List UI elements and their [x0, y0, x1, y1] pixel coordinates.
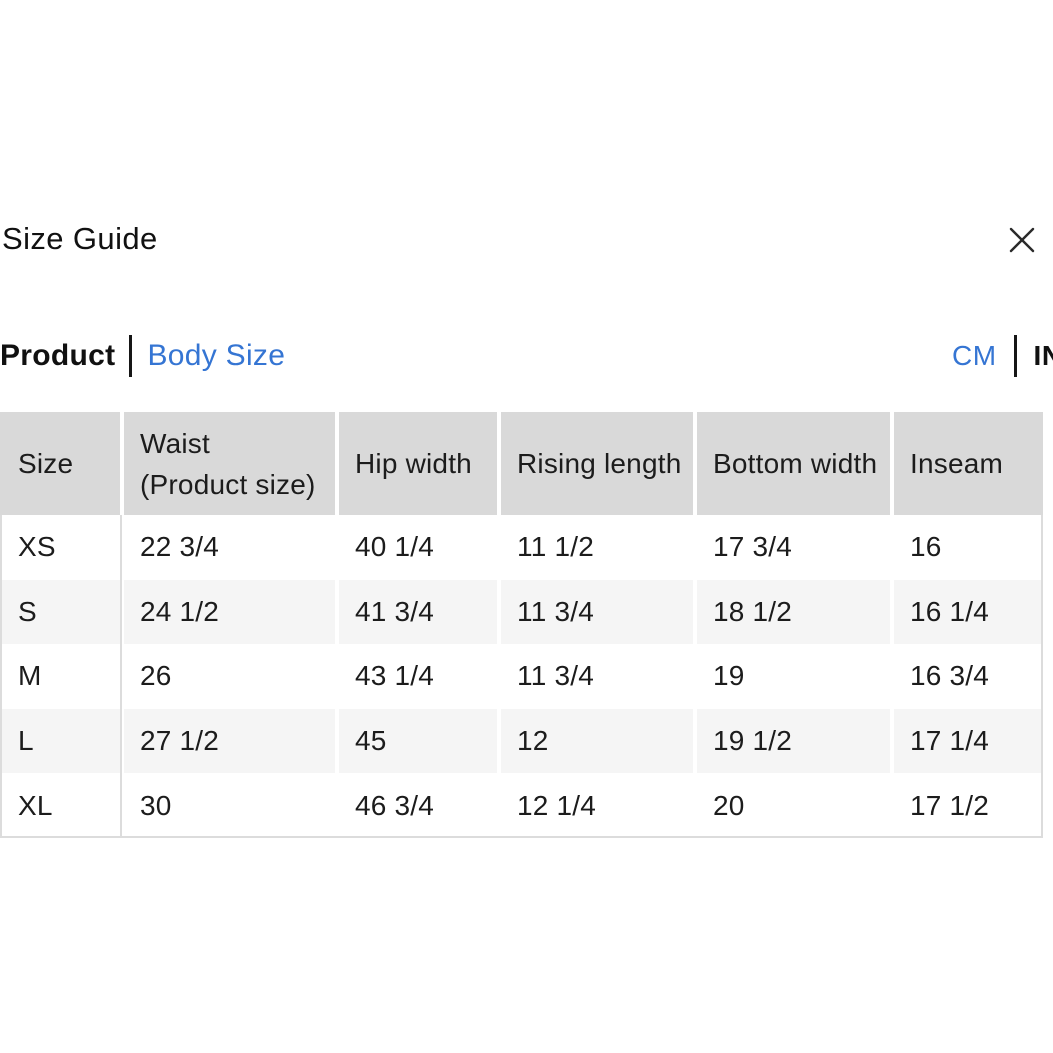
- cell-hip: 41 3/4: [339, 579, 497, 645]
- cell-waist: 26: [124, 644, 335, 709]
- cell-bottom: 19: [697, 644, 890, 709]
- table-bottom-border: [0, 836, 1043, 838]
- cell-size: XL: [0, 773, 120, 838]
- cell-inseam: 17 1/2: [894, 773, 1043, 838]
- column-header-size: Size: [0, 412, 120, 515]
- cell-bottom: 19 1/2: [697, 708, 890, 774]
- table-row-m: M 26 43 1/4 11 3/4 19 16 3/4: [0, 644, 1043, 709]
- cell-size: S: [0, 579, 120, 645]
- table-row-s: S 24 1/2 41 3/4 11 3/4 18 1/2 16 1/4: [0, 579, 1043, 645]
- close-button[interactable]: [1004, 222, 1040, 258]
- close-icon: [1009, 227, 1035, 253]
- cell-rising: 12: [501, 708, 693, 774]
- cell-bottom: 18 1/2: [697, 579, 890, 645]
- cell-inseam: 16 3/4: [894, 644, 1043, 709]
- cell-bottom: 20: [697, 773, 890, 838]
- unit-cm[interactable]: CM: [952, 340, 997, 371]
- table-row-xl: XL 30 46 3/4 12 1/4 20 17 1/2: [0, 773, 1043, 838]
- cell-hip: 45: [339, 708, 497, 774]
- cell-hip: 43 1/4: [339, 644, 497, 709]
- page-title: Size Guide: [2, 221, 158, 256]
- column-header-waist: Waist (Product size): [124, 412, 335, 515]
- size-table: Size Waist (Product size) Hip width Risi…: [0, 412, 1043, 838]
- unit-in[interactable]: IN: [1033, 340, 1053, 371]
- tab-divider: [129, 335, 133, 377]
- tab-product[interactable]: Product: [0, 339, 116, 372]
- table-header-row: Size Waist (Product size) Hip width Risi…: [0, 412, 1043, 515]
- table-right-border: [1041, 515, 1043, 838]
- tab-body-size[interactable]: Body Size: [147, 339, 286, 372]
- cell-bottom: 17 3/4: [697, 515, 890, 580]
- table-row-l: L 27 1/2 45 12 19 1/2 17 1/4: [0, 708, 1043, 774]
- cell-size: XS: [0, 515, 120, 580]
- column-header-inseam: Inseam: [894, 412, 1043, 515]
- cell-hip: 40 1/4: [339, 515, 497, 580]
- table-left-border: [0, 515, 2, 838]
- cell-hip: 46 3/4: [339, 773, 497, 838]
- unit-switcher: CM IN: [952, 334, 1053, 378]
- cell-waist: 27 1/2: [124, 708, 335, 774]
- table-row-xs: XS 22 3/4 40 1/4 11 1/2 17 3/4 16: [0, 515, 1043, 580]
- cell-waist: 22 3/4: [124, 515, 335, 580]
- tab-bar: Product Body Size: [0, 334, 285, 378]
- unit-divider: [1013, 335, 1017, 377]
- cell-waist: 24 1/2: [124, 579, 335, 645]
- cell-inseam: 17 1/4: [894, 708, 1043, 774]
- cell-rising: 12 1/4: [501, 773, 693, 838]
- column-header-hip-width: Hip width: [339, 412, 497, 515]
- cell-rising: 11 1/2: [501, 515, 693, 580]
- cell-size: M: [0, 644, 120, 709]
- cell-inseam: 16: [894, 515, 1043, 580]
- size-column-divider: [120, 515, 122, 838]
- column-header-rising-length: Rising length: [501, 412, 693, 515]
- cell-size: L: [0, 708, 120, 774]
- cell-rising: 11 3/4: [501, 579, 693, 645]
- cell-rising: 11 3/4: [501, 644, 693, 709]
- cell-waist: 30: [124, 773, 335, 838]
- column-header-bottom-width: Bottom width: [697, 412, 890, 515]
- cell-inseam: 16 1/4: [894, 579, 1043, 645]
